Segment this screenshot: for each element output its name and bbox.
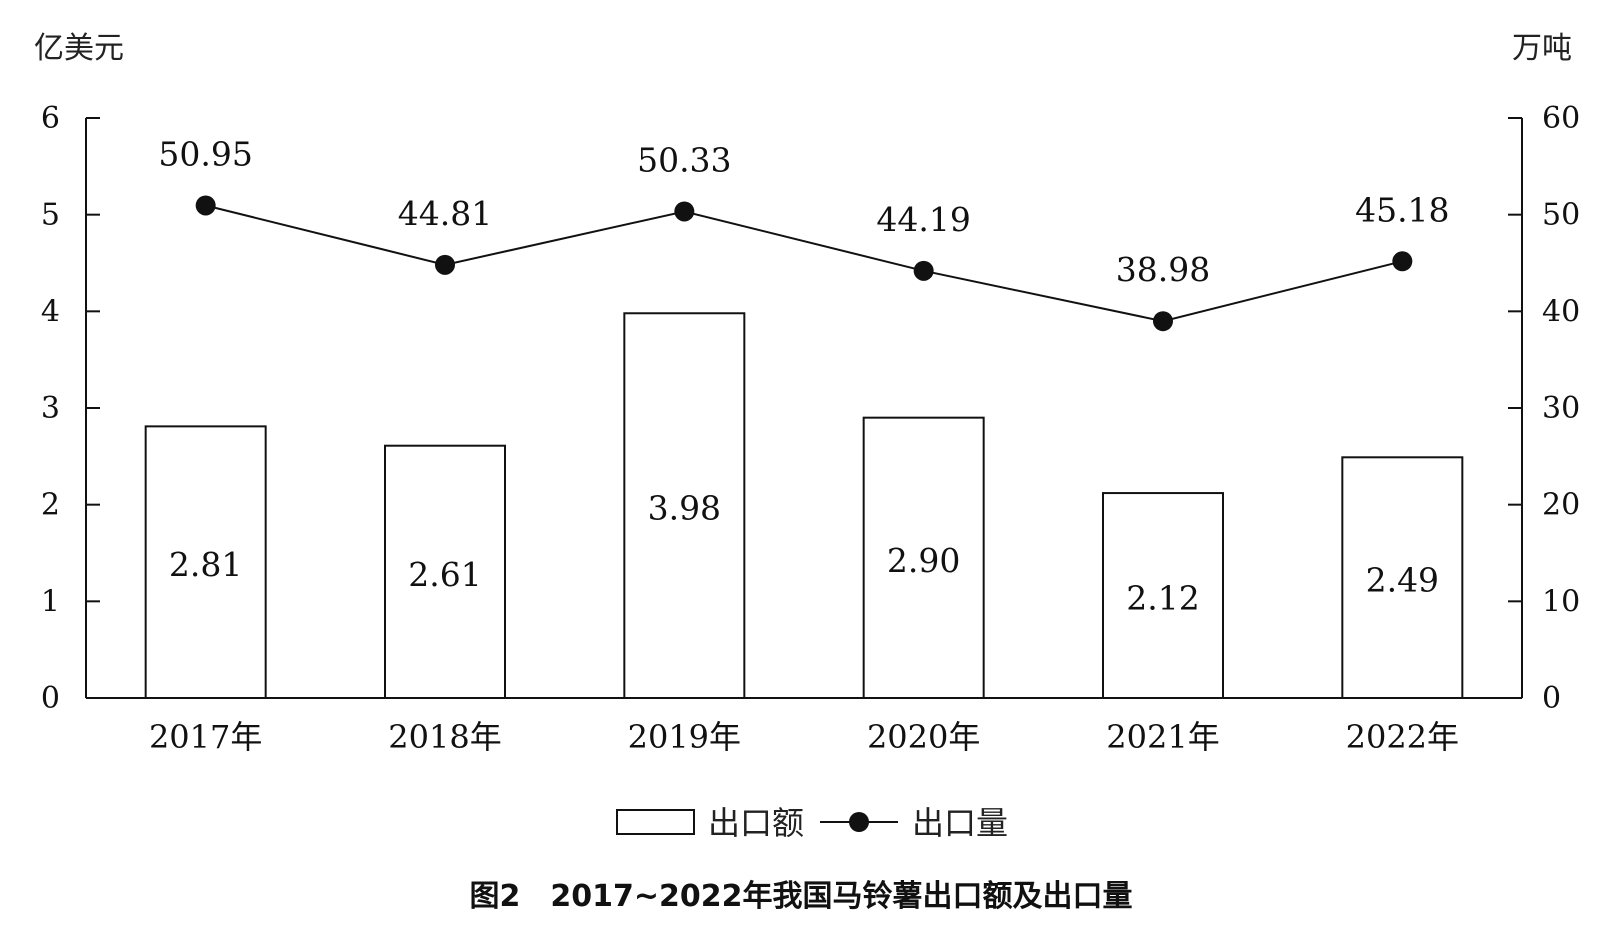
left-tick-label: 0 (41, 681, 60, 716)
bar (862, 416, 985, 699)
right-axis-unit: 万吨 (1512, 31, 1572, 66)
bar (384, 444, 506, 700)
line-value-label: 44.19 (876, 200, 970, 239)
right-tick-label: 40 (1542, 294, 1580, 329)
line-point (674, 201, 695, 222)
line-point (195, 195, 216, 216)
bar-series: 2.81 2.61 3.98 2.90 2.12 2.49 (144, 312, 1464, 700)
bar-value-label: 2.61 (408, 555, 481, 594)
left-tick-label: 1 (41, 584, 60, 619)
bar (1102, 492, 1224, 700)
right-tick-label: 10 (1542, 584, 1580, 619)
right-tick-label: 50 (1542, 198, 1580, 233)
x-category-label: 2018年 (388, 718, 501, 756)
legend-line-label: 出口量 (912, 804, 1008, 842)
line-point (1153, 311, 1173, 332)
left-tick-label: 2 (41, 488, 60, 523)
x-category-label: 2021年 (1106, 718, 1219, 756)
line-value-label: 50.95 (158, 134, 252, 173)
bar (623, 312, 746, 699)
legend: 出口额 出口量 (616, 804, 1008, 842)
x-category-label: 2020年 (867, 718, 980, 756)
left-tick-label: 6 (41, 101, 60, 136)
line-point (1392, 251, 1413, 272)
right-tick-label: 30 (1542, 391, 1580, 426)
bar-value-label: 2.49 (1366, 561, 1439, 600)
left-tick-label: 5 (41, 198, 60, 233)
line-value-label: 50.33 (637, 140, 731, 179)
line-point (435, 254, 455, 275)
bar-value-label: 3.98 (648, 489, 721, 528)
line-series: 50.95 44.81 50.33 44.19 38.98 45.18 (158, 134, 1450, 332)
legend-bar-label: 出口额 (708, 804, 804, 842)
bar-value-label: 2.90 (887, 541, 960, 580)
left-tick-label: 3 (41, 391, 60, 426)
x-category-label: 2019年 (628, 718, 741, 756)
left-tick-label: 4 (41, 294, 60, 329)
line-point (913, 260, 934, 281)
line-path (205, 204, 1403, 323)
bar-value-label: 2.12 (1126, 579, 1199, 618)
x-category-label: 2017年 (149, 718, 262, 756)
legend-line-marker (849, 812, 869, 832)
bar (1341, 456, 1464, 699)
chart-title: 图2 2017~2022年我国马铃薯出口额及出口量 (469, 879, 1132, 914)
x-category-label: 2022年 (1346, 718, 1459, 756)
line-value-label: 38.98 (1116, 250, 1210, 289)
legend-bar-swatch (616, 809, 695, 835)
line-value-label: 45.18 (1355, 190, 1449, 229)
right-tick-label: 60 (1542, 101, 1580, 136)
left-axis-unit: 亿美元 (34, 31, 124, 66)
line-value-label: 44.81 (398, 194, 492, 233)
right-tick-label: 20 (1542, 488, 1580, 523)
right-tick-label: 0 (1542, 681, 1561, 716)
bar (144, 425, 267, 699)
bar-value-label: 2.81 (169, 545, 242, 584)
